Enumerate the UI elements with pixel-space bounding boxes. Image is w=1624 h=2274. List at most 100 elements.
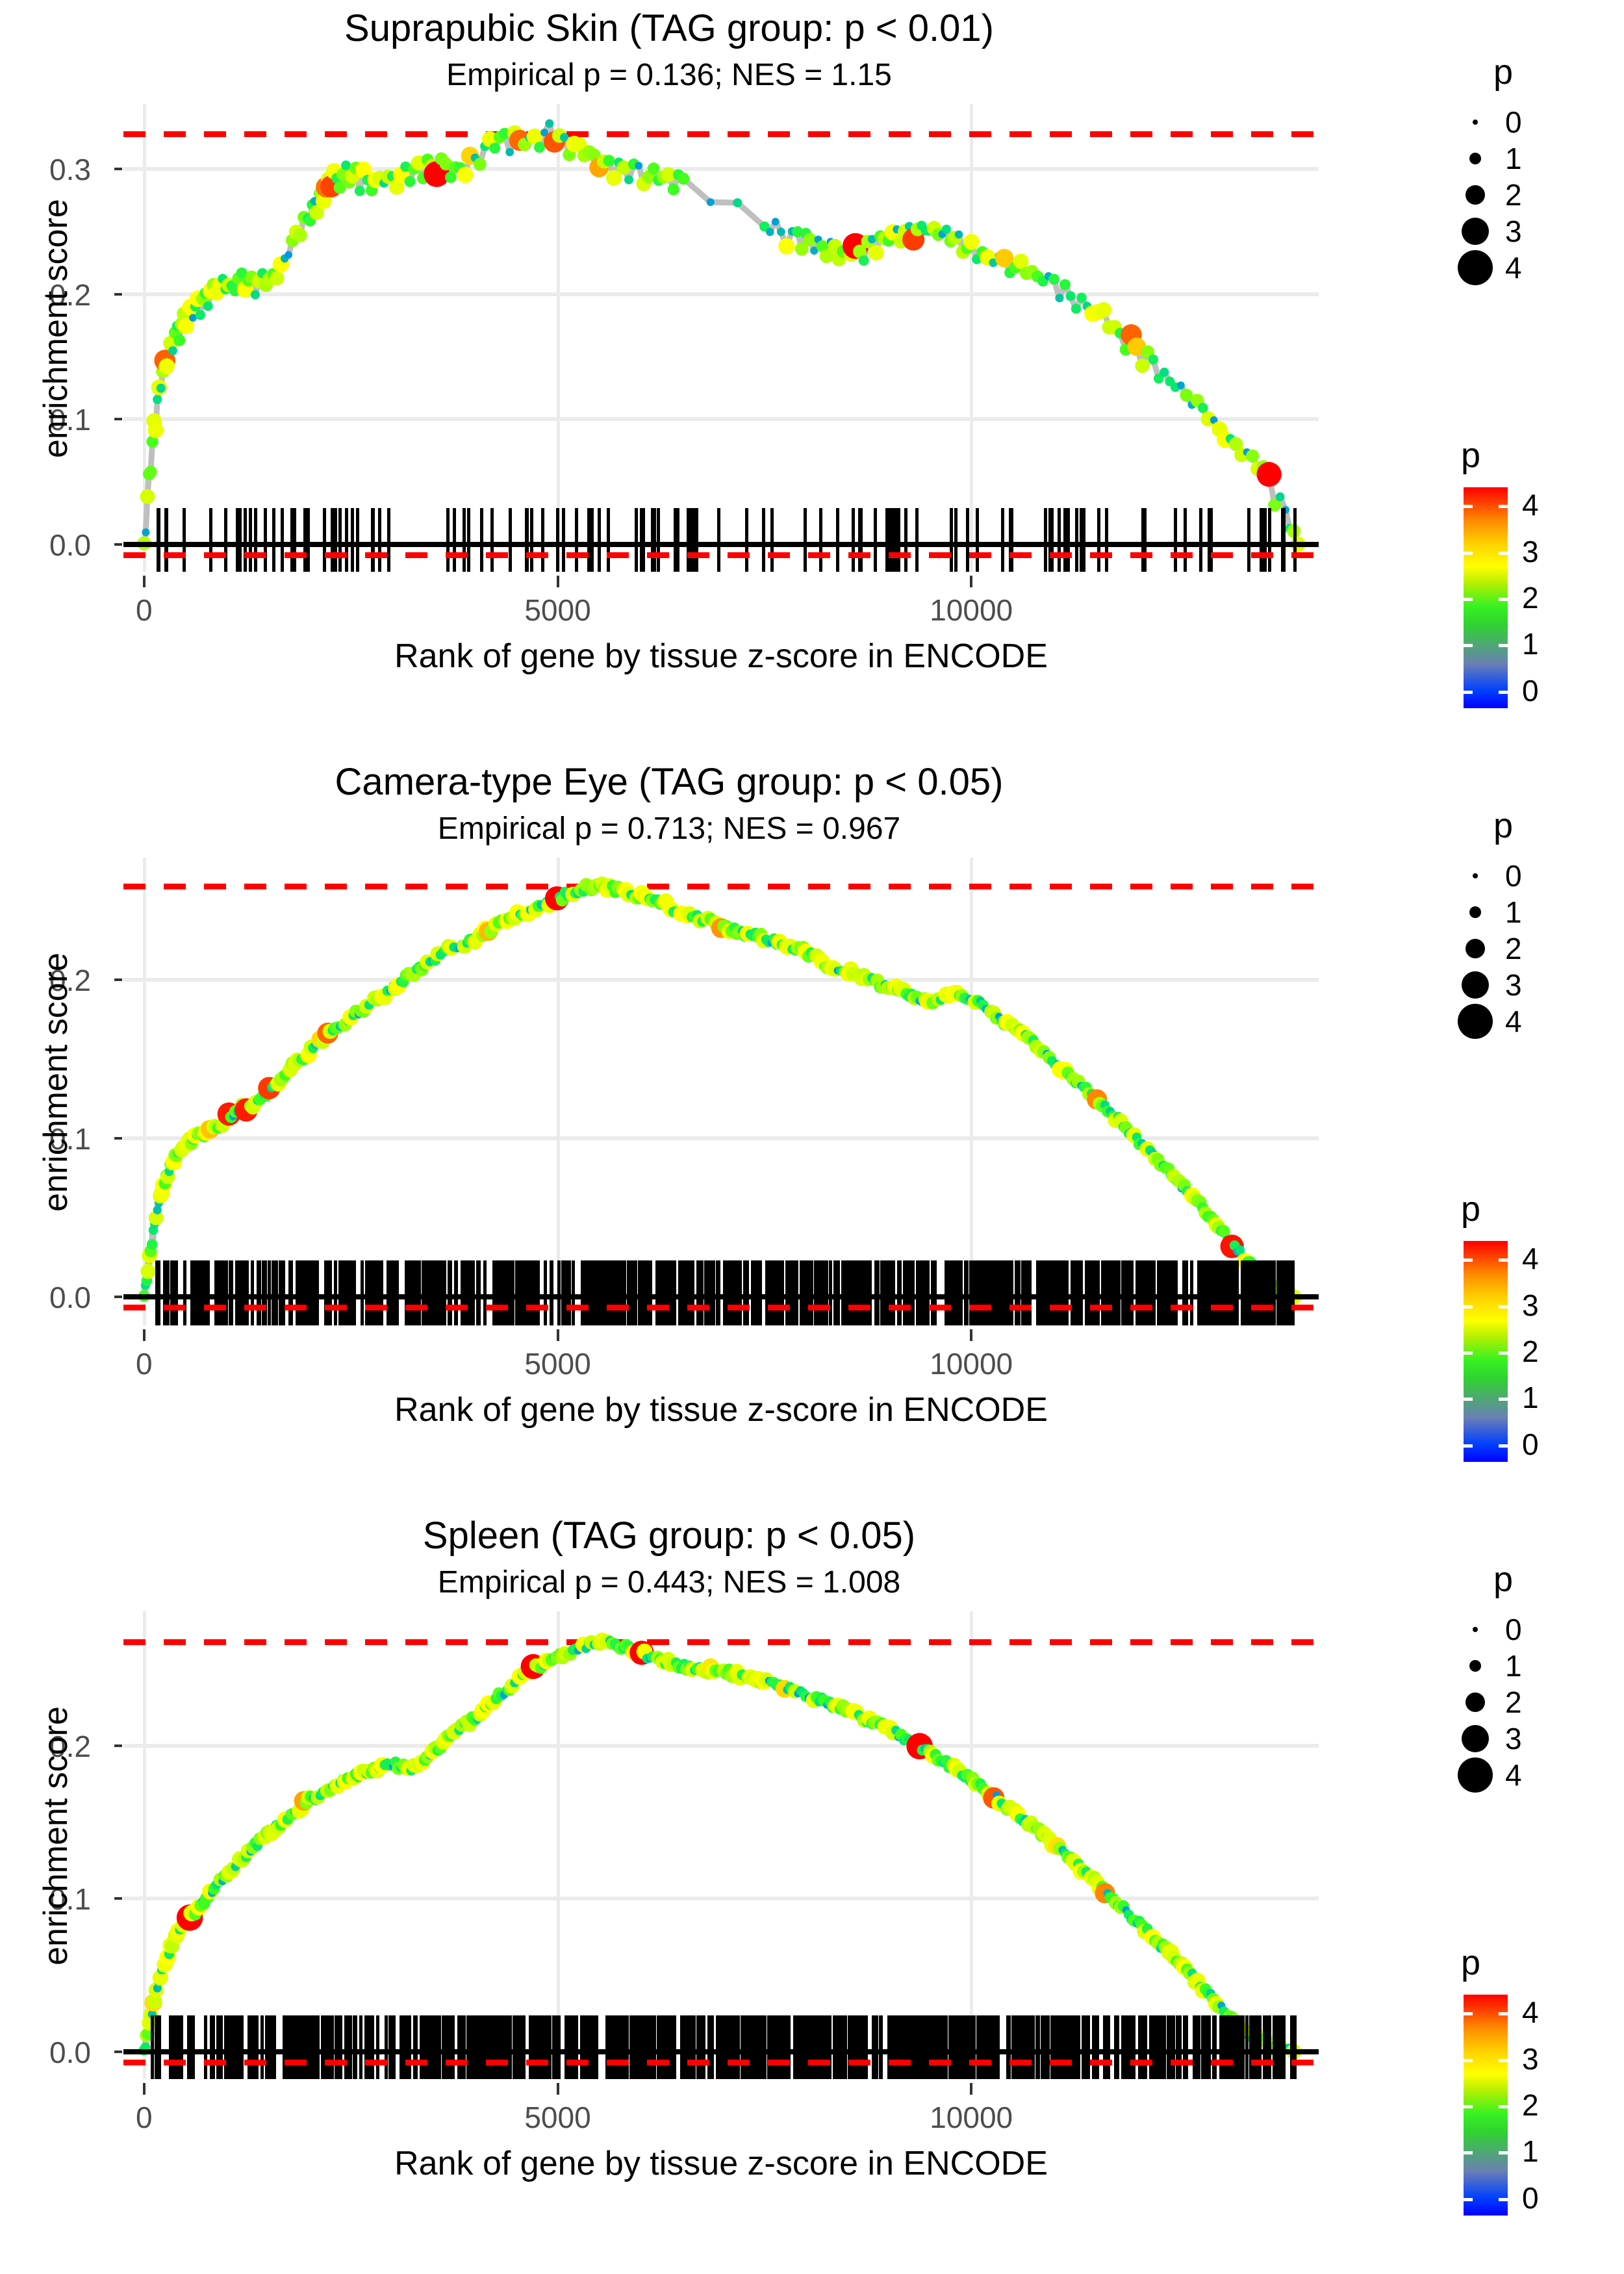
enrichment-point [766, 227, 774, 236]
enrichment-point [1095, 302, 1111, 318]
gene-rug-tick [828, 2015, 831, 2079]
gene-rug-tick [972, 1260, 975, 1325]
gene-rug-tick [330, 507, 334, 572]
gridline-horizontal [123, 292, 1319, 296]
enrichment-point [404, 176, 416, 187]
gene-rug-tick [467, 507, 470, 572]
x-axis-title: Rank of gene by tissue z-score in ENCODE [394, 637, 1048, 675]
gene-rug-tick [1282, 2015, 1286, 2079]
gene-rug-tick [1183, 507, 1187, 572]
enrichment-point [1148, 354, 1159, 365]
gene-rug-tick [173, 2015, 177, 2079]
gene-rug-tick [649, 1260, 653, 1325]
gene-rug-tick [400, 2015, 403, 2079]
gene-rug-tick [334, 1260, 338, 1325]
gridline-vertical [970, 104, 974, 572]
gene-rug-tick [395, 1260, 399, 1325]
gene-rug-tick [1047, 2015, 1050, 2079]
gene-rug-tick [1114, 2015, 1118, 2079]
gene-rug-tick [1247, 1260, 1251, 1325]
enrichment-point [733, 198, 742, 208]
size-legend-dot-cell [1445, 218, 1505, 245]
gene-rug-tick [177, 2015, 181, 2079]
gene-rug-tick [767, 1260, 771, 1325]
gene-rug-tick [841, 2015, 844, 2079]
enrichment-point [1076, 292, 1087, 303]
gene-rug-tick [321, 2015, 325, 2079]
enrichment-point [140, 489, 155, 504]
gene-rug-tick [520, 2015, 524, 2079]
gene-rug-tick [857, 1260, 861, 1325]
gene-rug-tick [1228, 1260, 1232, 1325]
enrichment-point [153, 1205, 162, 1214]
gene-rug-tick [1103, 1260, 1107, 1325]
gene-rug-tick [192, 1260, 196, 1325]
gene-rug-tick [926, 1260, 930, 1325]
gene-rug-tick [272, 2015, 276, 2079]
gene-rug-tick [1010, 1260, 1014, 1325]
gene-rug-tick [907, 2015, 911, 2079]
gene-rug-tick [1174, 1260, 1178, 1325]
gene-rug-tick [972, 2015, 976, 2079]
size-legend-dot-icon [1469, 153, 1481, 164]
gene-rug-tick [491, 2015, 495, 2079]
gene-rug-tick [1123, 2015, 1126, 2079]
size-legend-dot-icon [1458, 1757, 1493, 1793]
gene-rug-tick [529, 2015, 532, 2079]
gene-rug-tick [312, 1260, 316, 1325]
gene-rug-tick [1006, 1260, 1010, 1325]
gene-rug-tick [901, 2015, 905, 2079]
gene-rug-tick [442, 1260, 446, 1325]
gene-rug-tick [1270, 1260, 1274, 1325]
enrichment-point [1013, 253, 1029, 270]
gene-rug-tick [316, 2015, 320, 2079]
enrichment-point [1160, 367, 1169, 377]
gridline-vertical [142, 1611, 146, 2079]
gene-rug-tick [1065, 2015, 1069, 2079]
gene-rug-tick [887, 2015, 891, 2079]
gene-rug-tick [1074, 1260, 1078, 1325]
gene-rug-tick [1272, 1260, 1276, 1325]
gene-rug-tick [1104, 507, 1108, 572]
gene-rug-tick [717, 507, 721, 572]
gene-rug-tick [833, 1260, 837, 1325]
gene-rug-tick [1206, 1260, 1210, 1325]
size-legend-item: 3 [1445, 213, 1614, 249]
zero-line [123, 541, 1319, 547]
color-legend-tick [1464, 1444, 1473, 1448]
gene-rug-tick [954, 507, 958, 572]
x-axis-title: Rank of gene by tissue z-score in ENCODE [394, 1391, 1048, 1429]
gene-rug-tick [594, 2015, 598, 2079]
size-legend-item: 1 [1445, 894, 1614, 930]
gene-rug-tick [1096, 1260, 1100, 1325]
gene-rug-tick [257, 1260, 261, 1325]
gene-rug-tick [539, 2015, 542, 2079]
enrichment-point [526, 128, 543, 145]
gene-rug-tick [1279, 1260, 1283, 1325]
gene-rug-tick [247, 2015, 251, 2079]
gene-rug-tick [155, 1260, 159, 1325]
color-legend-tick [1499, 690, 1508, 694]
gene-rug-tick [1022, 1260, 1026, 1325]
gene-rug-tick [614, 2015, 618, 2079]
gene-rug-tick [448, 2015, 451, 2079]
running-sum-curve [138, 876, 1302, 1306]
color-legend-tick-label: 2 [1522, 1335, 1539, 1368]
size-legend-dot-icon [1462, 971, 1489, 999]
gene-rug-tick [1077, 2015, 1081, 2079]
gene-rug-tick [1189, 1260, 1193, 1325]
gene-rug-tick [230, 2015, 234, 2079]
gene-rug-tick [1024, 2015, 1028, 2079]
gene-rug-tick [260, 2015, 264, 2079]
gene-rug-tick [1079, 507, 1083, 572]
gridline-vertical [970, 1611, 974, 2079]
gene-rug-tick [434, 1260, 438, 1325]
y-axis-tick-label: 0.0 [49, 528, 91, 562]
gene-rug-tick [292, 2015, 296, 2079]
gene-rug-tick [819, 507, 823, 572]
gene-rug-tick [1146, 1260, 1150, 1325]
enrichment-point [792, 226, 804, 238]
zero-line [123, 2049, 1319, 2054]
gene-rug-tick [598, 1260, 602, 1325]
gene-rug-tick [733, 1260, 737, 1325]
